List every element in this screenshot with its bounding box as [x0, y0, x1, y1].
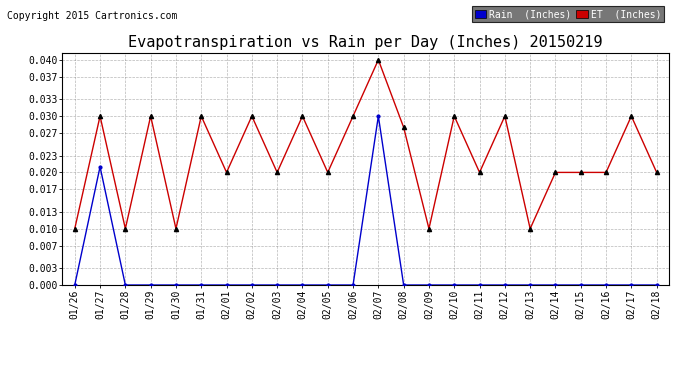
- Legend: Rain  (Inches), ET  (Inches): Rain (Inches), ET (Inches): [472, 6, 664, 22]
- Text: Copyright 2015 Cartronics.com: Copyright 2015 Cartronics.com: [7, 11, 177, 21]
- Title: Evapotranspiration vs Rain per Day (Inches) 20150219: Evapotranspiration vs Rain per Day (Inch…: [128, 35, 603, 50]
